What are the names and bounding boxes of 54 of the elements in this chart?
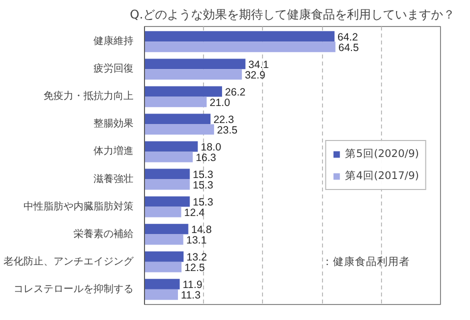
data-label: 34.1 — [248, 58, 269, 71]
data-label: 12.4 — [184, 207, 205, 220]
bar — [144, 86, 222, 97]
data-label: 11.3 — [180, 290, 201, 302]
bar — [144, 206, 182, 218]
data-label: 32.9 — [244, 69, 266, 82]
bar — [144, 289, 178, 300]
data-label: 64.2 — [337, 31, 358, 44]
data-label: 23.5 — [217, 124, 238, 136]
y-tick-label: 疲労回復 — [94, 62, 134, 75]
data-label: 22.3 — [213, 114, 234, 126]
y-tick-label: 中性脂肪や内臓脂肪対策 — [24, 200, 134, 212]
data-label: 15.3 — [192, 169, 214, 182]
bar — [144, 251, 184, 262]
bar — [144, 31, 335, 42]
data-label: 21.0 — [210, 96, 230, 109]
data-label: 15.3 — [192, 196, 214, 209]
y-tick-label: 老化防止、アンチエイジング — [4, 255, 134, 268]
y-tick-label: コレステロールを抑制する — [14, 282, 134, 295]
data-label: 13.2 — [186, 252, 208, 264]
data-label: 26.2 — [225, 86, 246, 98]
bar — [144, 168, 190, 180]
bar — [144, 262, 182, 272]
legend-label: 第5回(2020/9) — [345, 147, 419, 161]
y-tick-label: 体力増進 — [94, 145, 134, 158]
legend-label: 第4回(2017/9) — [345, 169, 419, 183]
bar — [144, 58, 246, 70]
data-label: 12.5 — [184, 262, 206, 274]
data-label: 11.9 — [182, 279, 202, 292]
y-tick-label: 栄養素の補給 — [74, 228, 134, 240]
bar — [144, 278, 180, 290]
data-label: 64.5 — [338, 42, 359, 54]
bar — [144, 114, 211, 124]
bar — [144, 124, 214, 135]
annotation: ：健康食品利用者 — [322, 254, 410, 268]
data-label: 13.1 — [186, 234, 207, 247]
bar — [144, 234, 184, 245]
data-label: 16.3 — [196, 152, 216, 164]
bar — [144, 141, 198, 152]
data-label: 18.0 — [200, 142, 222, 154]
y-tick-label: 整腸効果 — [94, 118, 134, 130]
bar — [144, 224, 188, 234]
y-tick-label: 免疫力・抵抗力向上 — [44, 90, 134, 102]
data-label: 15.3 — [192, 179, 214, 192]
bar — [144, 69, 242, 80]
bar — [144, 96, 207, 108]
bar — [144, 152, 193, 162]
bar — [144, 179, 190, 190]
data-label: 14.8 — [191, 224, 212, 236]
bar — [144, 42, 336, 52]
y-tick-label: 滋養強壮 — [94, 172, 134, 185]
chart-title: Q.どのような効果を期待して健康食品を利用していますか？ — [130, 8, 456, 22]
bar — [144, 196, 190, 207]
y-tick-label: 健康維持 — [94, 35, 134, 48]
